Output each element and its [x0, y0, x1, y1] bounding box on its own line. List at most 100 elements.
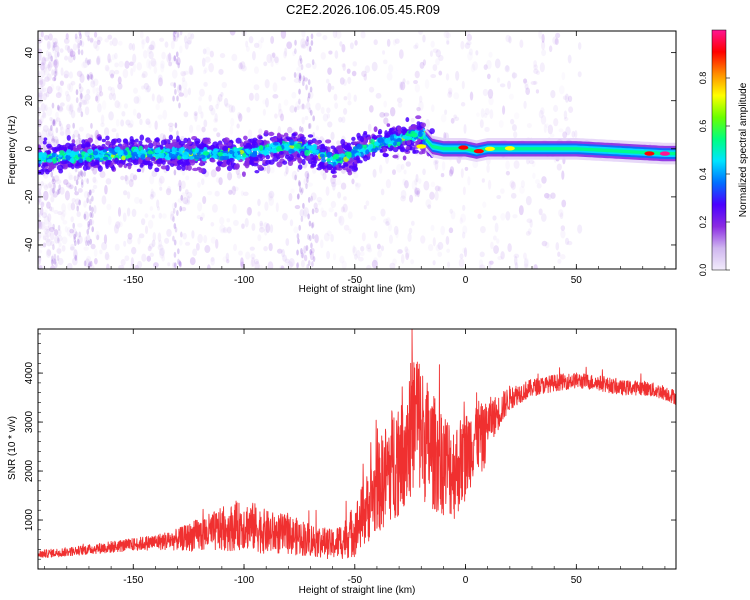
spectrogram-speckle: [70, 243, 75, 251]
spectrogram-speckle: [45, 183, 52, 189]
spectrogram-cell: [304, 149, 310, 157]
spectrogram-speckle: [480, 108, 485, 118]
spectrogram-speckle: [351, 178, 355, 185]
spectrogram-speckle: [109, 40, 113, 46]
spectrogram-speckle: [92, 184, 98, 190]
spectrogram-speckle: [315, 102, 321, 111]
spectrogram-speckle: [244, 217, 249, 228]
spectrogram-speckle: [275, 202, 279, 213]
spectrogram-speckle: [479, 119, 484, 129]
spectrogram-speckle: [161, 51, 166, 60]
spectrogram-cell: [114, 157, 119, 164]
spectrogram-speckle: [101, 195, 107, 205]
spectrogram-cell: [62, 165, 68, 170]
spectrogram-speckle: [70, 216, 74, 223]
spectrogram-speckle: [533, 68, 539, 74]
spectrogram-cell: [296, 153, 301, 158]
spectrogram-cell: [132, 151, 138, 156]
spectrogram-speckle: [124, 255, 130, 262]
spectrogram-speckle: [265, 223, 271, 234]
spectrogram-speckle: [39, 77, 43, 85]
spectrogram-speckle: [39, 221, 46, 230]
spectrogram-speckle: [383, 117, 389, 125]
spectrogram-speckle: [81, 95, 86, 104]
spectrogram-speckle: [55, 92, 62, 99]
spectrogram-speckle: [330, 131, 335, 141]
spectrogram-speckle: [300, 103, 307, 110]
spectrogram-speckle: [441, 161, 446, 171]
spectrogram-cell: [396, 137, 402, 142]
spectrogram-cell: [210, 158, 216, 163]
spectrogram-streak: [306, 172, 310, 179]
spectrogram-speckle: [532, 172, 536, 179]
spectrogram-streak: [178, 185, 182, 192]
spectrogram-speckle: [45, 50, 50, 57]
spectrogram-speckle: [42, 232, 49, 241]
spectrogram-speckle: [545, 123, 549, 129]
spectrogram-cell: [246, 149, 251, 155]
spectrogram-speckle: [38, 232, 42, 242]
spectrogram-speckle: [99, 91, 104, 97]
spectrogram-speckle: [63, 70, 70, 79]
spectrogram-streak: [308, 46, 312, 53]
spectrogram-speckle: [245, 251, 251, 260]
spectrogram-speckle: [89, 39, 94, 44]
spectrogram-speckle: [46, 86, 53, 94]
spectrogram-streak: [174, 31, 177, 35]
spectrogram-speckle: [245, 40, 249, 48]
spectrogram-speckle: [45, 238, 52, 247]
spectrogram-speckle: [157, 244, 164, 251]
spectrogram-speckle: [304, 170, 310, 179]
spectrogram-streak: [52, 187, 55, 194]
spectrogram-speckle: [204, 56, 211, 63]
spectrogram-speckle: [505, 170, 510, 176]
spectrogram-cell: [258, 144, 264, 151]
spectrogram-cell: [81, 143, 86, 149]
spectrogram-streak: [77, 42, 81, 49]
spectrogram-speckle: [200, 111, 204, 119]
spectrogram-speckle: [327, 121, 333, 128]
spectrogram-speckle: [41, 264, 47, 269]
spectrogram-speckle: [155, 103, 160, 111]
spectrogram-speckle: [488, 51, 493, 58]
spectrogram-cell: [326, 151, 333, 157]
spectrogram-cell: [319, 146, 327, 153]
spectrogram-speckle: [434, 185, 440, 192]
spectrogram-speckle: [181, 206, 187, 212]
spectrogram-speckle: [50, 206, 55, 213]
spectrogram-speckle: [67, 54, 74, 64]
spectrogram-speckle: [246, 206, 252, 216]
spectrogram-streak: [74, 185, 77, 192]
spectrogram-speckle: [113, 224, 119, 234]
spectrogram-speckle: [126, 207, 131, 217]
spectrogram-speckle: [420, 235, 426, 244]
spectrogram-cell: [136, 168, 142, 173]
spectrogram-speckle: [201, 178, 205, 186]
spectrogram-speckle: [40, 68, 46, 78]
y-tick-label: 20: [24, 95, 35, 107]
spectrogram-speckle: [69, 246, 75, 251]
spectrogram-speckle: [404, 180, 409, 189]
spectrogram-speckle: [142, 50, 148, 59]
spectrogram-speckle: [183, 111, 189, 118]
spectrogram-speckle: [45, 91, 50, 98]
spectrogram-speckle: [120, 119, 125, 127]
spectrogram-speckle: [519, 186, 525, 194]
spectrogram-cell: [229, 149, 234, 155]
colorbar-tick-label: 0.6: [698, 120, 708, 133]
spectrogram-speckle: [340, 182, 347, 190]
spectrogram-speckle: [169, 82, 175, 87]
spectrogram-streak: [308, 107, 312, 114]
spectrogram-speckle: [215, 238, 219, 249]
spectrogram-speckle: [220, 228, 227, 233]
spectrogram-speckle: [409, 194, 414, 203]
spectrogram-speckle: [42, 110, 46, 118]
spectrogram-speckle: [172, 262, 177, 269]
spectrogram-speckle: [38, 210, 42, 218]
spectrogram-speckle: [177, 198, 184, 203]
spectrogram-speckle: [425, 198, 432, 208]
spectrogram-speckle: [447, 87, 453, 95]
spectrogram-speckle: [68, 71, 74, 79]
spectrogram-speckle: [38, 90, 43, 101]
spectrogram-speckle: [317, 200, 322, 206]
